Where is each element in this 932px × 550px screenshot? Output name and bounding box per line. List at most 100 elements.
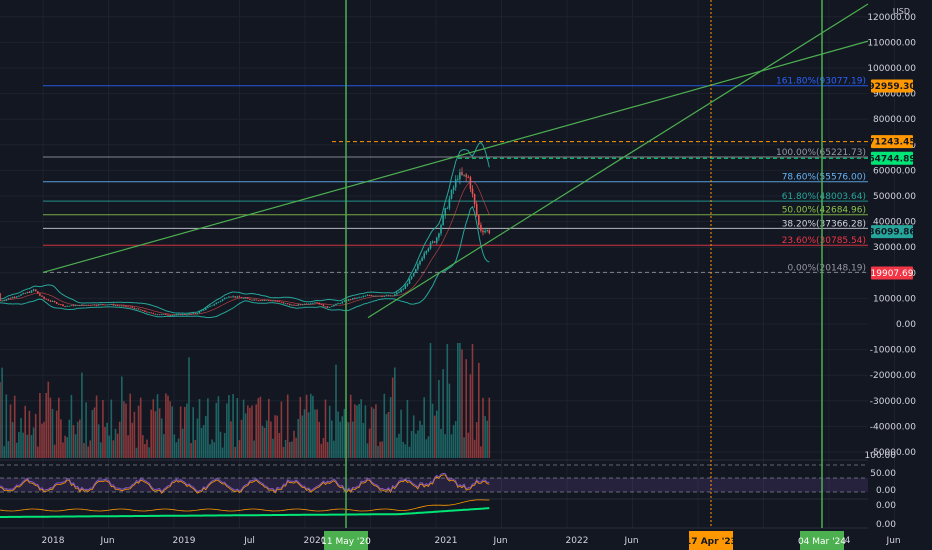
candle-body [349,299,352,301]
candle-body [83,304,85,306]
fib-retracement[interactable]: 161.80%(93077.19) 100.00%(65221.73) 78.60%… [43,77,868,274]
time-axis[interactable]: 2018Jun2019Jul20202021Jun2022Jun20232024… [42,531,901,550]
volume-bar [127,435,129,458]
trendline-upper [42,40,869,273]
candle-body [387,295,390,297]
candle-body [358,297,360,298]
candlestick-series [0,167,491,316]
candle-body [427,248,430,251]
volume-bar [223,432,226,458]
volume-bar [297,418,299,458]
candle-body [360,296,362,298]
volume-bar [13,395,16,458]
volume-bar [467,432,470,458]
candle-body [389,295,392,297]
candle-body [478,215,480,225]
candle-body [408,278,411,284]
candle-body [13,296,16,298]
volume-bar [102,400,104,458]
candle-body [370,295,373,297]
volume-bar [282,446,285,458]
volume-bar [142,435,144,458]
volume-bar [299,396,302,458]
candle-body [421,257,423,261]
fib-label: 50.00%(42684.96) [782,206,866,216]
candle-body [24,292,26,294]
volume-bar [167,395,169,458]
candle-body [265,299,268,301]
time-tick-label: Jul [243,536,255,546]
vertical-markers[interactable] [345,0,823,528]
time-tick-label: 2018 [42,536,65,546]
candle-body [167,314,169,316]
volume-bar [215,402,218,458]
volume-bar [198,399,201,458]
candle-body [343,300,346,302]
price-axis[interactable]: 120000.00 110000.00 100000.00 90000.00 80000… [865,13,917,530]
trendlines[interactable] [42,3,869,319]
candle-body [148,312,150,314]
candle-body [473,194,476,205]
candle-body [305,303,308,305]
volume-bar [379,441,381,458]
volume-bar [30,435,33,458]
volume-bar [85,402,87,458]
candle-body [22,292,24,295]
candle-body [123,305,125,307]
candle-body [446,208,449,210]
volume-bar [242,399,245,458]
date-marker-label: 17 Apr '23 [685,537,737,547]
volume-bar [272,438,274,458]
volume-bar [316,409,318,458]
volume-bar [232,394,234,458]
volume-bar [5,394,8,458]
candle-body [244,297,247,299]
candle-body [156,314,159,316]
volume-bar [310,393,312,458]
candle-body [404,285,407,289]
candle-body [436,237,438,243]
volume-bar [387,412,390,458]
volume-bar [135,447,138,458]
indicator-panels [0,459,868,529]
candle-body [219,300,222,302]
candle-body [60,304,62,306]
price-tick-label: 30000.00 [873,243,916,253]
candle-body [234,296,236,298]
time-tick-label: Jun [100,536,115,546]
candle-body [26,292,29,294]
candle-body [209,305,211,307]
candle-body [68,305,71,307]
volume-bar [431,403,434,458]
volume-bar [318,421,320,458]
candle-body [150,312,152,314]
candle-body [297,304,299,306]
volume-bar [280,401,283,458]
volume-bar [125,403,127,458]
candle-body [100,304,102,306]
fib-label: 161.80%(93077.19) [776,77,866,87]
candle-body [341,301,344,304]
volume-bar [0,382,1,458]
fib-label: 78.60%(55576.00) [782,173,866,183]
candle-body [333,304,335,307]
volume-bar [425,439,428,458]
candle-body [383,295,386,297]
volume-bar [423,397,425,458]
fib-label: 100.00%(65221.73) [776,148,866,158]
volume-bar [331,420,333,458]
candle-body [51,301,54,302]
volume-bar [436,410,438,458]
volume-bar [226,403,228,458]
volume-bar [410,431,413,458]
volume-bar [16,442,18,458]
volume-bar [429,343,432,458]
price-tag-label: 19907.69 [871,269,914,279]
volume-bar [368,428,371,458]
candle-body [461,172,463,175]
volume-bar [265,420,268,458]
candle-body [249,298,251,300]
candle-body [114,305,117,306]
price-tick-label: -30000.00 [870,397,916,407]
